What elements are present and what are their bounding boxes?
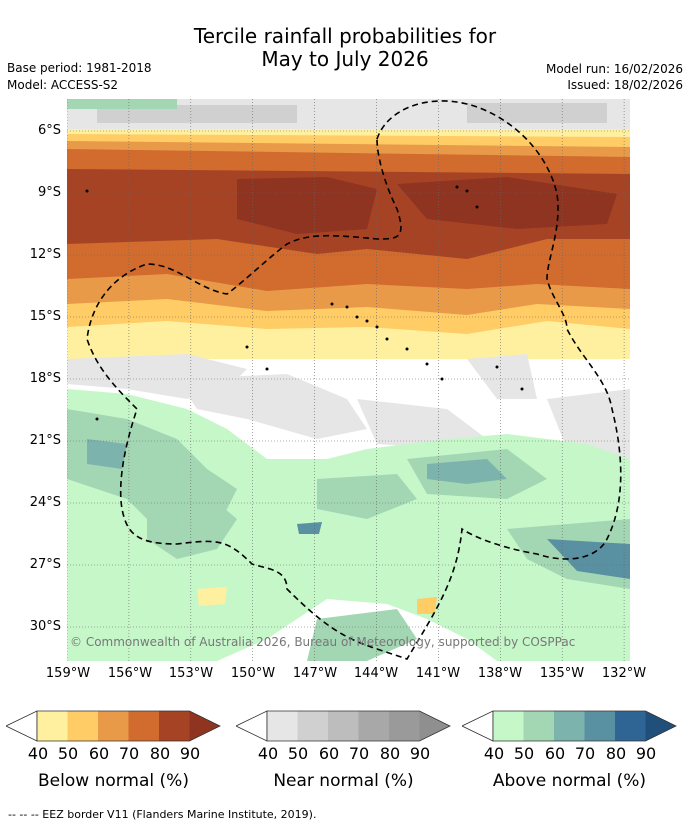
base-period: Base period: 1981-2018: [7, 61, 152, 75]
below-normal-band: [67, 129, 630, 359]
colorbar-title-below: Below normal (%): [38, 771, 189, 791]
lon-label-138w: 138°W: [477, 666, 523, 681]
cbar1-tick-60: 60: [88, 744, 110, 763]
lon-label-132w: 132°W: [601, 666, 647, 681]
cbar1-tick-50: 50: [57, 744, 79, 763]
copyright-notice: © Commonwealth of Australia 2026, Bureau…: [70, 635, 576, 649]
cbar3-tick-70: 70: [574, 744, 596, 763]
colorbar-above-normal: [462, 710, 677, 742]
issued-date: Issued: 18/02/2026: [567, 78, 683, 92]
cbar2-tick-70: 70: [348, 744, 370, 763]
cbar3-tick-40: 40: [483, 744, 505, 763]
cbar1-tick-70: 70: [118, 744, 140, 763]
map-title-line1: Tercile rainfall probabilities for: [193, 24, 497, 48]
cbar3-tick-60: 60: [544, 744, 566, 763]
cbar2-tick-50: 50: [287, 744, 309, 763]
lat-label-24s: 24°S: [29, 495, 61, 510]
colorbar-title-near: Near normal (%): [273, 771, 414, 791]
lon-label-144w: 144°W: [353, 666, 399, 681]
lat-label-15s: 15°S: [29, 309, 61, 324]
cbar3-tick-90: 90: [635, 744, 657, 763]
islands: [85, 185, 524, 421]
lon-label-156w: 156°W: [107, 666, 153, 681]
cbar2-tick-40: 40: [257, 744, 279, 763]
cbar2-tick-80: 80: [379, 744, 401, 763]
map-gridlines: [67, 99, 630, 661]
colorbar-title-above: Above normal (%): [492, 771, 647, 791]
lon-label-150w: 150°W: [230, 666, 276, 681]
cbar1-tick-40: 40: [27, 744, 49, 763]
model-name: Model: ACCESS-S2: [7, 78, 119, 92]
colorbar-below-normal: [6, 710, 221, 742]
lon-label-147w: 147°W: [292, 666, 338, 681]
lon-label-135w: 135°W: [539, 666, 585, 681]
cbar3-tick-50: 50: [513, 744, 535, 763]
cbar3-tick-80: 80: [605, 744, 627, 763]
map-title-line2: May to July 2026: [261, 47, 429, 71]
model-run-date: Model run: 16/02/2026: [545, 62, 683, 76]
lat-label-27s: 27°S: [29, 557, 61, 572]
lat-label-12s: 12°S: [29, 247, 61, 262]
lat-label-9s: 9°S: [37, 185, 61, 200]
lat-label-6s: 6°S: [37, 123, 61, 138]
lon-label-159w: 159°W: [45, 666, 91, 681]
eez-legend-note: -- -- -- EEZ border V11 (Flanders Marine…: [8, 808, 317, 821]
cbar1-tick-80: 80: [149, 744, 171, 763]
colorbar-near-normal: [236, 710, 451, 742]
lon-label-141w: 141°W: [415, 666, 461, 681]
lat-label-18s: 18°S: [29, 371, 61, 386]
lat-label-30s: 30°S: [29, 619, 61, 634]
lon-label-153w: 153°W: [168, 666, 214, 681]
small-dry-patches: [197, 587, 437, 614]
cbar2-tick-60: 60: [318, 744, 340, 763]
cbar2-tick-90: 90: [409, 744, 431, 763]
near-normal-north-band: [67, 99, 630, 129]
lat-label-21s: 21°S: [29, 433, 61, 448]
cbar1-tick-90: 90: [179, 744, 201, 763]
eez-border: [86, 100, 622, 660]
probability-map: [67, 99, 630, 661]
